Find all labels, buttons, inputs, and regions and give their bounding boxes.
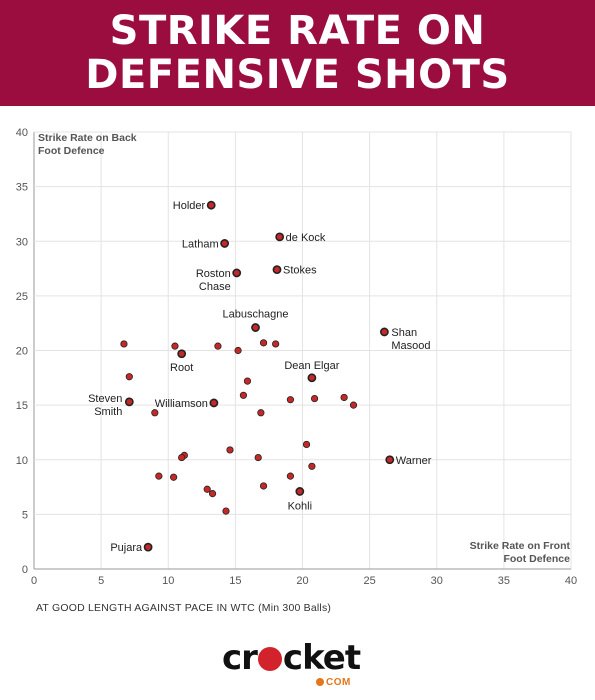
data-point — [239, 391, 248, 399]
data-point — [151, 409, 159, 417]
data-point — [124, 397, 134, 407]
data-point — [226, 446, 234, 454]
data-point — [379, 327, 389, 337]
cricket-ball-icon — [257, 647, 282, 671]
data-point — [143, 542, 153, 552]
data-point — [340, 393, 348, 402]
y-tick-label: 35 — [16, 182, 28, 194]
x-tick-label: 10 — [162, 575, 174, 587]
data-point — [275, 232, 285, 242]
logo-suffix: COM — [326, 677, 351, 688]
point-label: Dean Elgar — [284, 360, 339, 372]
point-label: Shan — [391, 327, 417, 339]
point-label: Labuschagne — [222, 309, 288, 321]
y-tick-label: 15 — [16, 400, 28, 412]
y-tick-label: 25 — [16, 291, 28, 303]
point-label: Williamson — [155, 398, 208, 410]
chart-subtitle: AT GOOD LENGTH AGAINST PACE IN WTC (Min … — [36, 602, 332, 614]
data-point — [171, 342, 179, 350]
logo-dot-icon — [316, 678, 324, 686]
point-label: de Kock — [286, 232, 326, 244]
chart-title-line-2: DEFENSIVE SHOTS — [85, 52, 510, 98]
data-point — [259, 339, 268, 347]
point-label: Roston — [196, 268, 231, 280]
point-label: Steven — [88, 393, 122, 405]
data-point — [170, 473, 178, 481]
data-point — [286, 396, 295, 404]
scatter-chart: 0 5 10 15 20 25 30 35 40 0 5 10 15 20 25 30 35 40 Strike R… — [16, 127, 577, 587]
data-point — [257, 409, 265, 417]
y-tick-label: 5 — [22, 509, 28, 521]
data-point — [251, 323, 260, 332]
data-point — [349, 401, 358, 409]
y-tick-label: 0 — [22, 564, 28, 576]
data-point — [155, 472, 163, 480]
data-point — [178, 453, 186, 462]
data-point — [120, 340, 128, 348]
x-tick-label: 20 — [296, 575, 308, 587]
data-point — [208, 490, 217, 498]
x-axis-label: Strike Rate on Front — [470, 540, 571, 552]
data-point — [308, 462, 316, 470]
data-point — [232, 268, 242, 278]
y-axis-label: Strike Rate on Back — [38, 132, 137, 144]
cricket-com-logo: cr cket COM — [222, 638, 382, 688]
logo-text-left: cr — [222, 638, 258, 678]
data-point — [234, 346, 242, 355]
point-label: Holder — [173, 200, 206, 212]
data-point — [125, 373, 133, 381]
x-tick-label: 35 — [498, 575, 510, 587]
x-tick-label: 30 — [431, 575, 443, 587]
data-point — [243, 377, 252, 385]
data-point — [177, 349, 187, 359]
x-tick-label: 25 — [364, 575, 376, 587]
data-point — [295, 487, 305, 496]
data-point — [272, 340, 280, 348]
y-tick-label: 30 — [16, 236, 28, 248]
x-tick-label: 40 — [565, 575, 577, 587]
x-axis-label: Foot Defence — [503, 553, 570, 565]
data-point — [214, 342, 222, 350]
point-label: Latham — [182, 238, 219, 250]
y-tick-label: 40 — [16, 127, 28, 139]
point-label: Stokes — [283, 265, 317, 277]
x-tick-label: 15 — [229, 575, 241, 587]
logo-text-right: cket — [282, 638, 361, 678]
data-point — [206, 200, 216, 210]
point-label: Pujara — [110, 542, 143, 554]
point-label: Warner — [396, 455, 432, 467]
point-label: Chase — [199, 281, 231, 293]
data-point — [259, 482, 268, 490]
data-point — [302, 440, 311, 449]
chart-title-line-1: STRIKE RATE ON — [109, 8, 486, 54]
data-point — [209, 398, 219, 408]
data-point — [222, 507, 230, 515]
x-tick-label: 0 — [31, 575, 37, 587]
data-point — [307, 373, 317, 383]
data-point — [385, 455, 395, 465]
point-label: Kohli — [288, 500, 312, 512]
point-label: Smith — [94, 406, 122, 418]
y-tick-label: 10 — [16, 455, 28, 467]
data-point — [310, 394, 319, 403]
point-label: Root — [170, 362, 193, 374]
data-point — [272, 265, 282, 275]
y-tick-label: 20 — [16, 346, 28, 358]
data-point — [220, 239, 230, 248]
point-label: Masood — [391, 340, 430, 352]
x-tick-label: 5 — [98, 575, 104, 587]
y-axis-label: Foot Defence — [38, 145, 105, 157]
data-point — [254, 453, 262, 462]
title-banner: STRIKE RATE ON DEFENSIVE SHOTS — [0, 0, 595, 106]
data-point — [203, 485, 211, 493]
data-point — [286, 472, 295, 480]
